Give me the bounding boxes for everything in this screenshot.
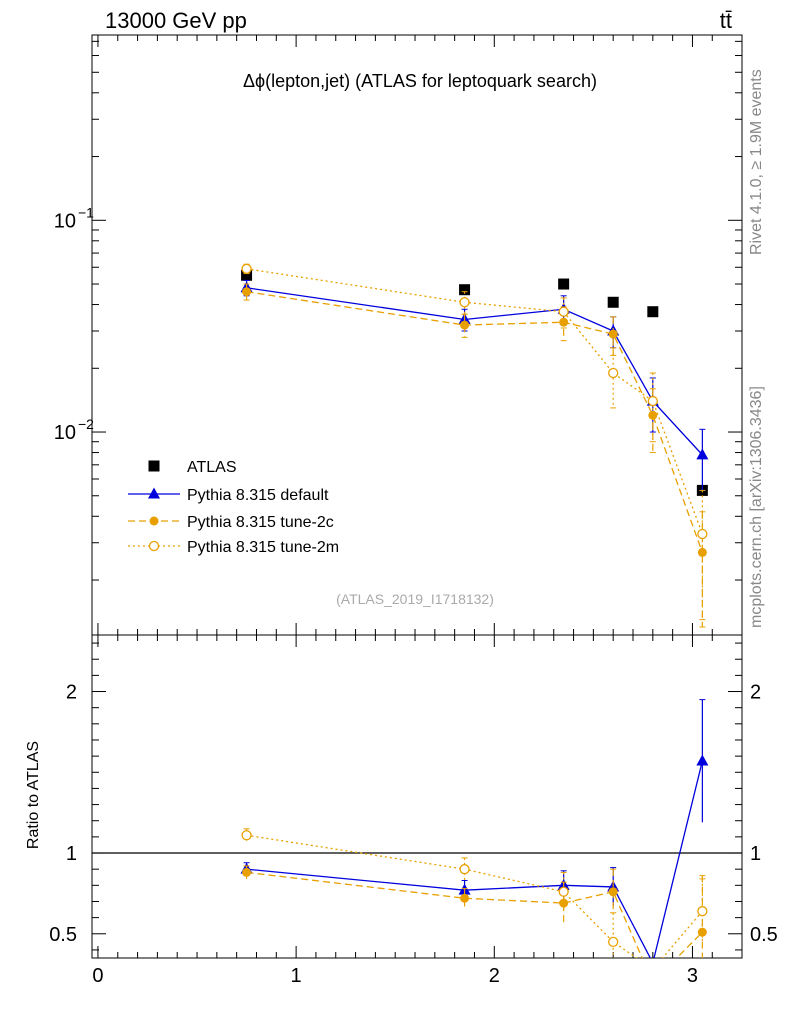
y-tick-exponent: −1 xyxy=(78,204,94,220)
data-point xyxy=(459,297,470,308)
data-point xyxy=(459,284,471,296)
series-pythia-8-315-tune-2m xyxy=(241,263,708,621)
series-line xyxy=(246,268,703,535)
x-tick-label: 3 xyxy=(687,965,698,987)
ratio-point xyxy=(459,864,470,875)
data-point xyxy=(647,395,658,407)
data-point xyxy=(558,306,569,317)
legend-marker xyxy=(148,460,160,472)
data-point xyxy=(697,547,707,557)
ratio-point xyxy=(242,867,252,877)
legend-label: ATLAS xyxy=(187,459,237,476)
legend-marker xyxy=(148,540,160,552)
legend-entry: ATLAS xyxy=(148,459,237,476)
ratio-plot-panel: 0 1 2 3 0.5 0.5 1 1 2 2 Ratio to ATLAS xyxy=(25,634,778,987)
ratio-point xyxy=(697,927,707,937)
legend: ATLAS Pythia 8.315 default Pythia 8.315 tu… xyxy=(128,459,339,556)
ratio-line xyxy=(246,871,703,958)
ratio-y-axis-label: Ratio to ATLAS xyxy=(25,741,42,849)
data-point xyxy=(242,287,252,297)
data-point xyxy=(241,263,252,274)
ratio-y-tick-label: 1 xyxy=(66,843,77,865)
data-point xyxy=(559,317,569,327)
analysis-label: (ATLAS_2019_I1718132) xyxy=(336,591,494,607)
legend-entry: Pythia 8.315 tune-2m xyxy=(128,539,339,556)
mcplots-label: mcplots.cern.ch [arXiv:1306.3436] xyxy=(748,386,765,628)
ratio-y-tick-label-right: 1 xyxy=(750,843,761,865)
plot-title: Δϕ(lepton,jet) (ATLAS for leptoquark sea… xyxy=(243,71,597,91)
ratio-y-tick-label-right: 0.5 xyxy=(750,924,778,946)
ratio-line xyxy=(246,760,703,958)
series-pythia-8-315-tune-2c xyxy=(242,283,707,628)
series-line xyxy=(246,287,703,456)
x-tick-label: 2 xyxy=(489,965,500,987)
data-point xyxy=(697,528,708,540)
y-tick-label: 10 xyxy=(54,422,76,444)
ratio-y-tick-label: 0.5 xyxy=(49,924,77,946)
ratio-point xyxy=(608,936,619,947)
ratio-point xyxy=(241,830,252,841)
legend-label: Pythia 8.315 tune-2m xyxy=(187,539,339,556)
legend-label: Pythia 8.315 tune-2c xyxy=(187,514,334,531)
legend-marker xyxy=(149,516,159,526)
main-plot-panel: 10−110−2 Δϕ(lepton,jet) (ATLAS for lepto… xyxy=(54,34,743,636)
ratio-series-clipped xyxy=(240,699,709,958)
collision-label: 13000 GeV pp xyxy=(105,8,247,33)
y-tick-label: 10 xyxy=(54,210,76,232)
legend-label: Pythia 8.315 default xyxy=(187,487,329,504)
data-point xyxy=(608,329,618,339)
data-point xyxy=(696,448,709,460)
ratio-point xyxy=(608,887,618,897)
legend-entry: Pythia 8.315 tune-2c xyxy=(128,514,334,531)
data-point xyxy=(647,306,659,318)
data-point xyxy=(241,269,253,281)
data-point xyxy=(607,296,619,308)
data-point xyxy=(558,278,570,290)
ratio-point xyxy=(558,886,569,897)
data-point xyxy=(608,367,619,379)
ratio-point xyxy=(697,906,708,917)
ratio-series-pythia-8-315-tune-2m xyxy=(241,828,708,958)
legend-marker xyxy=(148,487,160,499)
data-point xyxy=(648,410,658,420)
data-point xyxy=(460,320,470,330)
y-tick-exponent: −2 xyxy=(78,416,94,432)
ratio-y-tick-label: 2 xyxy=(66,682,77,704)
ratio-plot-frame xyxy=(91,634,743,959)
ratio-point xyxy=(460,893,470,903)
series-line xyxy=(246,291,703,553)
x-tick-label: 0 xyxy=(92,965,103,987)
x-tick-label: 1 xyxy=(291,965,302,987)
rivet-version-label: Rivet 4.1.0, ≥ 1.9M events xyxy=(748,69,765,255)
legend-entry: Pythia 8.315 default xyxy=(128,487,329,504)
process-label: tt̄ xyxy=(720,8,732,33)
ratio-point xyxy=(696,754,709,766)
ratio-y-tick-label-right: 2 xyxy=(750,682,761,704)
